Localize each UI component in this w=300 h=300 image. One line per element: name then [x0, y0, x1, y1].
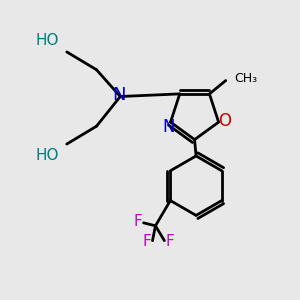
Text: CH₃: CH₃: [234, 72, 257, 85]
Text: F: F: [143, 234, 152, 249]
Text: N: N: [163, 118, 175, 136]
Text: O: O: [218, 112, 231, 130]
Text: N: N: [112, 86, 125, 104]
Text: HO: HO: [36, 148, 59, 164]
Text: F: F: [165, 234, 174, 249]
Text: HO: HO: [36, 32, 59, 47]
Text: F: F: [134, 214, 142, 229]
